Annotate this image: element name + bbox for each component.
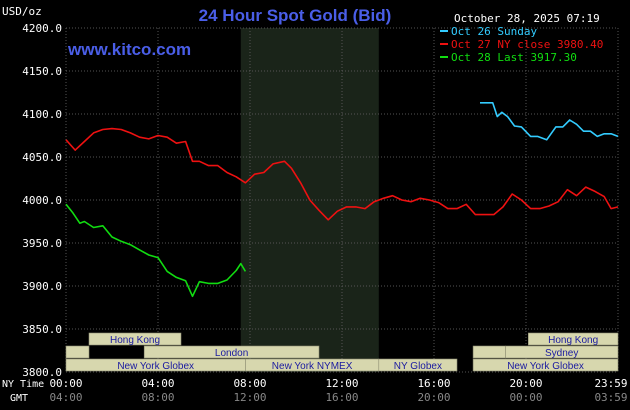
x-tick-gmt: 00:00 [509, 391, 542, 404]
x-tick-ny: 20:00 [509, 377, 542, 390]
session-bar [65, 345, 90, 359]
x-tick-gmt: 16:00 [325, 391, 358, 404]
session-bar [527, 332, 619, 346]
y-tick-label: 3850.0 [22, 323, 62, 336]
session-label: New York NYMEX [272, 361, 353, 372]
series-line-2 [65, 203, 247, 298]
legend-entry: Oct 28 Last 3917.30 [451, 51, 577, 64]
site-link[interactable]: www.kitco.com [67, 40, 191, 59]
session-label: Hong Kong [548, 335, 598, 346]
legend-entry: Oct 26 Sunday [451, 25, 537, 38]
session-label: Sydney [545, 348, 578, 359]
ny-time-row-label: NY Time [2, 379, 44, 390]
y-tick-label: 3900.0 [22, 280, 62, 293]
x-tick-gmt: 04:00 [49, 391, 82, 404]
x-tick-ny: 23:59 [594, 377, 627, 390]
legend-entry: Oct 27 NY close 3980.40 [451, 38, 603, 51]
market-sessions: Hong Kong London New York Globex New York N… [65, 332, 619, 372]
y-tick-label: 4050.0 [22, 151, 62, 164]
gmt-row-label: GMT [10, 393, 28, 404]
chart-title: 24 Hour Spot Gold (Bid) [199, 6, 392, 25]
x-tick-ny: 12:00 [325, 377, 358, 390]
y-tick-label: 3950.0 [22, 237, 62, 250]
x-tick-ny: 16:00 [417, 377, 450, 390]
y-tick-label: 3800.0 [22, 366, 62, 379]
session-bar [378, 358, 458, 372]
y-tick-label: 4200.0 [22, 22, 62, 35]
series-line-1 [65, 127, 619, 221]
x-tick-gmt: 03:59 [594, 391, 627, 404]
x-tick-gmt: 08:00 [141, 391, 174, 404]
y-tick-label: 4100.0 [22, 108, 62, 121]
x-tick-gmt: 20:00 [417, 391, 450, 404]
y-tick-label: 4000.0 [22, 194, 62, 207]
session-bar [472, 345, 506, 359]
series-line-0 [480, 102, 619, 141]
x-axis: NY TimeGMT00:0004:0004:0008:0008:0012:00… [2, 377, 628, 404]
session-label: London [215, 348, 248, 359]
session-bar [88, 332, 182, 346]
unit-label: USD/oz [2, 5, 42, 18]
session-label: Hong Kong [110, 335, 160, 346]
x-tick-ny: 00:00 [49, 377, 82, 390]
y-tick-label: 4150.0 [22, 65, 62, 78]
x-tick-gmt: 12:00 [233, 391, 266, 404]
session-label: New York Globex [117, 361, 194, 372]
session-label: NY Globex [394, 361, 442, 372]
timestamp: October 28, 2025 07:19 [454, 12, 600, 25]
session-bar [472, 358, 619, 372]
session-bar [143, 345, 320, 359]
x-tick-ny: 08:00 [233, 377, 266, 390]
series-lines [65, 102, 619, 298]
y-axis: 4200.0 4150.0 4100.0 4050.0 4000.0 3950.0 3900… [22, 22, 62, 379]
grid-lines [65, 27, 619, 373]
x-tick-ny: 04:00 [141, 377, 174, 390]
session-label: New York Globex [507, 361, 584, 372]
